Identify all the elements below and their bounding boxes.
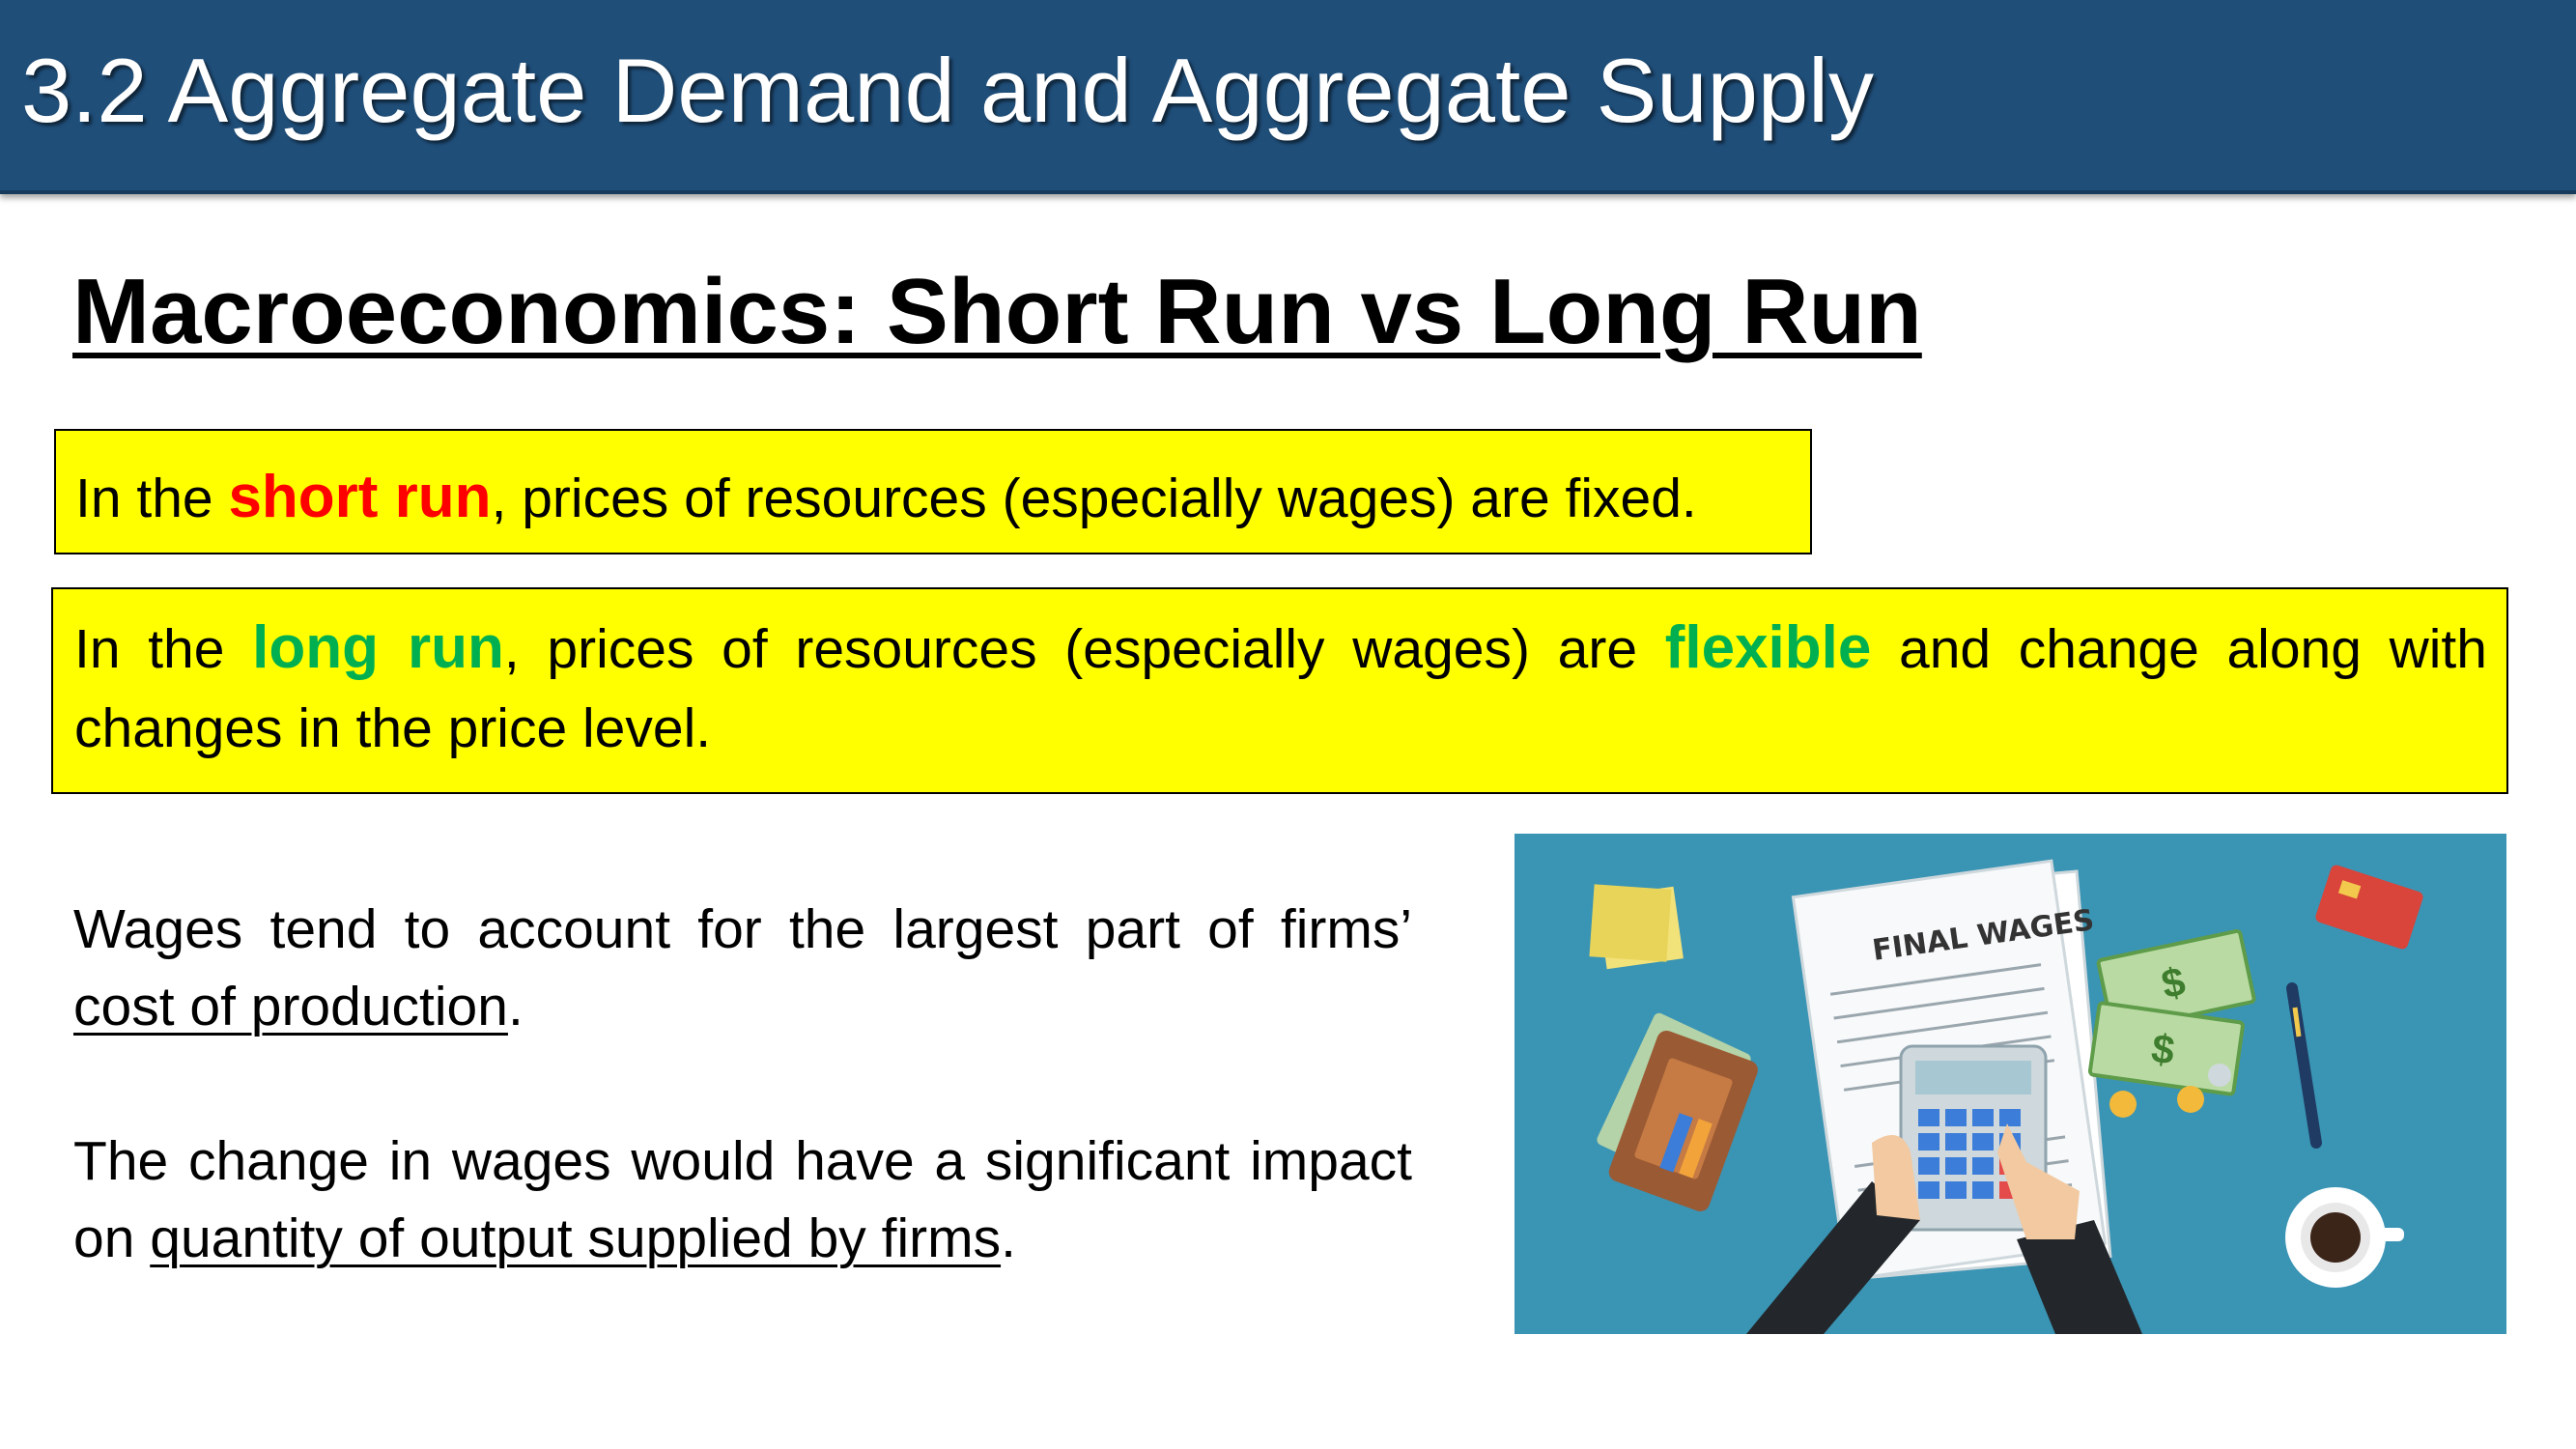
long-run-middle: , prices of resources (especially wages)… [503, 618, 1665, 680]
coffee-cup-icon [2285, 1187, 2404, 1288]
short-run-highlight: short run [228, 464, 492, 530]
wages-text: Wages tend to account for the largest pa… [73, 898, 1412, 960]
long-run-prefix: In the [74, 618, 253, 680]
flexible-highlight: flexible [1664, 614, 1872, 681]
pen-icon [2286, 982, 2322, 1149]
long-run-suffix: and change along with changes in the pri… [74, 618, 2487, 759]
impact-text: The change in wages would have a signifi… [73, 1130, 1412, 1269]
impact-end: . [1001, 1208, 1016, 1269]
credit-card-icon [2315, 865, 2423, 950]
wallet-icon [1597, 1012, 1758, 1211]
money-icon: $ $ [2087, 928, 2256, 1118]
impact-paragraph: The change in wages would have a signifi… [73, 1122, 1412, 1277]
title-bar: 3.2 Aggregate Demand and Aggregate Suppl… [0, 0, 2576, 194]
sticky-notes-icon [1589, 884, 1684, 970]
output-supplied-term: quantity of output supplied by firms [150, 1208, 1002, 1269]
long-run-highlight: long run [252, 614, 504, 681]
slide-title: 3.2 Aggregate Demand and Aggregate Suppl… [21, 40, 1875, 141]
short-run-box: In the short run, prices of resources (e… [54, 429, 1812, 554]
final-wages-illustration: FINAL WAGES [1514, 834, 2506, 1334]
wages-end: . [507, 976, 524, 1037]
cost-of-production-term: cost of production [73, 976, 508, 1037]
slide-heading: Macroeconomics: Short Run vs Long Run [72, 260, 1922, 363]
short-run-suffix: , prices of resources (especially wages)… [491, 468, 1697, 529]
illustration-svg: FINAL WAGES [1589, 859, 2423, 1334]
long-run-box: In the long run, prices of resources (es… [51, 587, 2508, 794]
wages-paragraph: Wages tend to account for the largest pa… [73, 891, 1412, 1045]
hands-icon [1746, 1123, 2142, 1334]
short-run-prefix: In the [75, 468, 229, 529]
